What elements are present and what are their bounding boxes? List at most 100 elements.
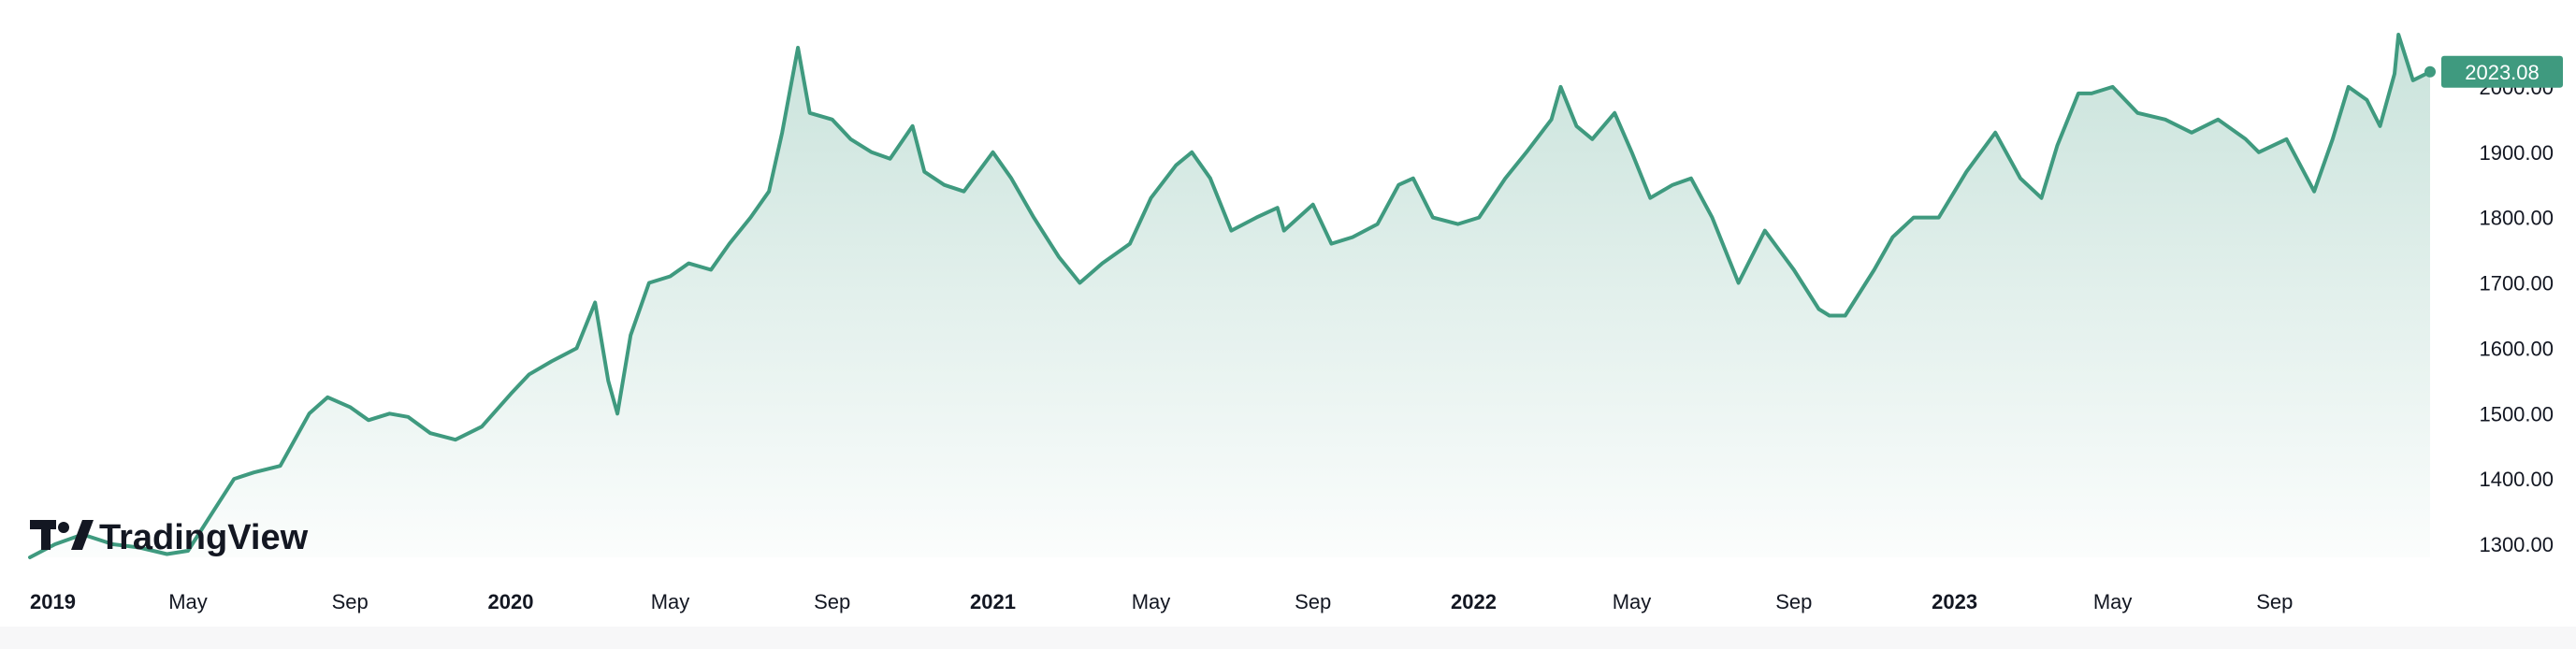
x-tick-label: May bbox=[2093, 590, 2133, 613]
data-point bbox=[1329, 242, 1333, 246]
data-point bbox=[669, 275, 673, 279]
x-axis: 2019 May Sep 2020 May Sep 2021 May Sep 2022 May Sep… bbox=[30, 590, 2293, 613]
data-point bbox=[326, 396, 329, 399]
data-point bbox=[2019, 177, 2022, 180]
data-point bbox=[1208, 177, 1212, 180]
series-line bbox=[28, 33, 2432, 559]
x-tick-label: May bbox=[651, 590, 690, 613]
data-point bbox=[1689, 177, 1693, 180]
data-point bbox=[2040, 196, 2044, 200]
x-tick-label: 2022 bbox=[1451, 590, 1497, 613]
data-point bbox=[1150, 196, 1153, 200]
data-point bbox=[1057, 255, 1061, 259]
x-tick-label: Sep bbox=[1775, 590, 1812, 613]
data-point bbox=[1912, 216, 1916, 220]
data-point bbox=[1477, 216, 1481, 220]
data-point bbox=[2312, 190, 2316, 194]
data-point bbox=[709, 268, 713, 272]
data-point bbox=[2365, 98, 2368, 102]
data-point bbox=[1711, 216, 1715, 220]
data-point bbox=[808, 111, 812, 115]
data-point bbox=[1737, 281, 1741, 285]
data-point bbox=[831, 118, 834, 122]
data-point bbox=[2379, 124, 2382, 128]
data-point bbox=[1100, 262, 1104, 266]
data-point bbox=[1032, 216, 1035, 220]
data-point bbox=[2411, 79, 2415, 82]
data-point bbox=[1229, 229, 1233, 233]
data-point bbox=[1276, 206, 1280, 209]
data-point bbox=[991, 151, 995, 154]
data-point bbox=[2164, 118, 2167, 122]
last-price-tag: 2023.08 bbox=[2441, 55, 2563, 88]
data-point bbox=[1128, 242, 1132, 246]
data-point bbox=[1993, 131, 1997, 135]
data-point bbox=[1503, 177, 1507, 180]
x-tick-label: Sep bbox=[332, 590, 369, 613]
data-point bbox=[1964, 170, 1968, 174]
data-point bbox=[1351, 236, 1354, 239]
data-point bbox=[889, 157, 892, 161]
data-point bbox=[2257, 151, 2261, 154]
data-point bbox=[53, 542, 57, 546]
data-point bbox=[647, 281, 651, 285]
data-point bbox=[1550, 118, 1554, 122]
data-point bbox=[1009, 177, 1013, 180]
last-price-dot bbox=[2424, 65, 2436, 78]
data-point bbox=[780, 131, 784, 135]
data-point bbox=[1890, 236, 1894, 239]
y-tick-label: 1700.00 bbox=[2479, 272, 2554, 296]
data-point bbox=[2077, 92, 2080, 95]
data-point bbox=[252, 470, 255, 474]
data-point bbox=[1078, 281, 1081, 285]
data-point bbox=[2285, 137, 2289, 141]
data-point bbox=[1282, 229, 1286, 233]
data-point bbox=[2396, 33, 2400, 36]
data-point bbox=[1630, 151, 1634, 154]
data-point bbox=[1174, 164, 1178, 167]
data-point bbox=[2216, 118, 2220, 122]
x-tick-label: 2019 bbox=[30, 590, 76, 613]
data-point bbox=[1559, 85, 1563, 89]
data-point bbox=[593, 301, 597, 305]
data-point bbox=[1590, 137, 1594, 141]
x-tick-label: May bbox=[1132, 590, 1171, 613]
data-point bbox=[1254, 216, 1258, 220]
data-point bbox=[848, 137, 852, 141]
data-point bbox=[528, 372, 531, 376]
data-point bbox=[1613, 111, 1616, 115]
data-point bbox=[629, 333, 632, 337]
data-point bbox=[1574, 124, 1578, 128]
area-fill bbox=[30, 35, 2430, 557]
data-point bbox=[911, 124, 915, 128]
data-point bbox=[2190, 131, 2193, 135]
data-point bbox=[2090, 92, 2093, 95]
tradingview-wordmark: TradingView bbox=[99, 518, 309, 557]
data-point bbox=[2331, 137, 2335, 141]
data-point bbox=[1671, 183, 1674, 187]
data-point bbox=[480, 425, 484, 428]
y-tick-label: 1400.00 bbox=[2479, 468, 2554, 491]
data-point bbox=[1311, 203, 1315, 207]
data-point bbox=[2393, 72, 2396, 76]
y-tick-label: 1600.00 bbox=[2479, 337, 2554, 360]
y-tick-label: 1900.00 bbox=[2479, 141, 2554, 165]
data-point bbox=[1525, 151, 1528, 154]
data-point bbox=[1397, 183, 1400, 187]
y-tick-label: 1800.00 bbox=[2479, 207, 2554, 230]
data-point bbox=[1190, 151, 1194, 154]
data-point bbox=[1844, 314, 1847, 318]
data-point bbox=[1376, 223, 1380, 226]
y-tick-label: 1300.00 bbox=[2479, 533, 2554, 556]
data-point bbox=[2244, 137, 2248, 141]
data-point bbox=[962, 190, 966, 194]
data-point bbox=[606, 379, 610, 382]
data-point bbox=[406, 415, 410, 419]
data-point bbox=[1873, 268, 1876, 272]
data-point bbox=[308, 411, 311, 415]
data-point bbox=[767, 190, 771, 194]
tradingview-logo: TradingView bbox=[30, 518, 309, 557]
data-point bbox=[28, 555, 32, 559]
x-tick-label: Sep bbox=[814, 590, 850, 613]
